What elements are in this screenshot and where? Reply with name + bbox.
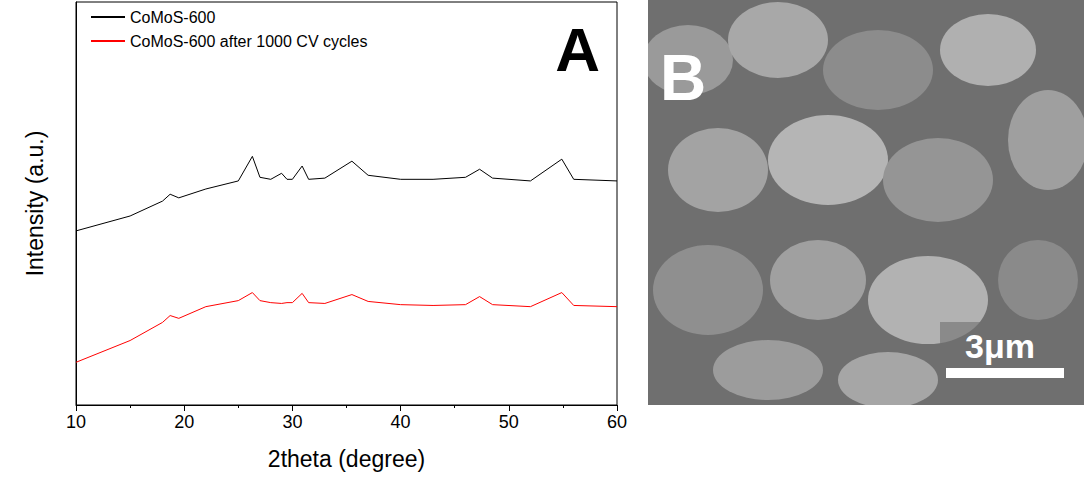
svg-text:10: 10 bbox=[66, 412, 86, 432]
svg-text:40: 40 bbox=[391, 412, 411, 432]
svg-text:CoMoS-600 after 1000 CV cycles: CoMoS-600 after 1000 CV cycles bbox=[130, 33, 367, 50]
svg-text:CoMoS-600: CoMoS-600 bbox=[130, 9, 215, 26]
svg-text:20: 20 bbox=[174, 412, 194, 432]
svg-text:3μm: 3μm bbox=[965, 327, 1035, 365]
svg-text:Intensity (a.u.): Intensity (a.u.) bbox=[22, 131, 48, 277]
svg-text:2theta (degree): 2theta (degree) bbox=[268, 446, 425, 472]
svg-text:A: A bbox=[555, 15, 600, 84]
svg-text:60: 60 bbox=[607, 412, 627, 432]
svg-text:50: 50 bbox=[499, 412, 519, 432]
svg-text:30: 30 bbox=[282, 412, 302, 432]
svg-text:B: B bbox=[660, 42, 706, 114]
